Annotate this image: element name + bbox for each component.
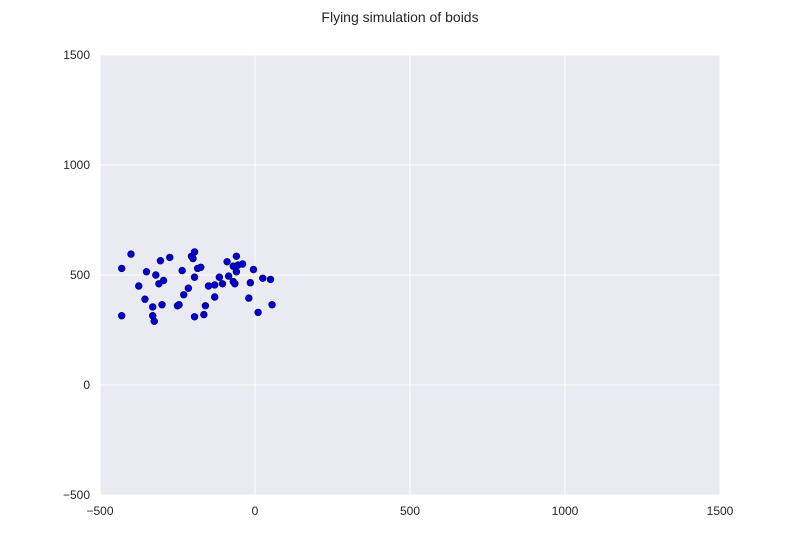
data-point	[150, 317, 158, 325]
data-point	[223, 258, 231, 266]
data-point	[249, 265, 258, 274]
x-tick-label: 500	[400, 504, 420, 518]
data-point	[259, 274, 267, 282]
data-point	[152, 271, 160, 279]
data-point	[201, 302, 210, 310]
x-tick-label: 0	[252, 504, 259, 518]
data-point	[190, 313, 199, 321]
y-axis-ticks: −500 0 500 1000 1500	[63, 48, 90, 502]
data-point	[232, 268, 241, 276]
data-points	[117, 248, 276, 325]
x-tick-label: 1500	[707, 504, 734, 518]
x-tick-label: 1000	[552, 504, 579, 518]
y-tick-label: −500	[63, 488, 90, 502]
data-point	[149, 303, 157, 311]
data-point	[238, 260, 247, 268]
data-point	[180, 291, 188, 299]
data-point	[224, 272, 233, 280]
data-point	[117, 264, 126, 273]
data-point	[211, 281, 219, 289]
chart-title: Flying simulation of boids	[321, 9, 479, 25]
data-point	[166, 253, 174, 262]
data-point	[232, 252, 241, 260]
data-point	[268, 301, 276, 309]
data-point	[127, 250, 135, 258]
data-point	[211, 293, 219, 301]
data-point	[142, 268, 151, 276]
data-point	[117, 312, 126, 320]
data-point	[254, 308, 262, 317]
x-tick-label: −500	[86, 504, 113, 518]
data-point	[158, 301, 166, 309]
data-point	[245, 294, 253, 302]
data-point	[178, 266, 186, 275]
data-point	[156, 257, 165, 265]
data-point	[184, 284, 193, 292]
data-point	[197, 263, 205, 271]
data-point	[246, 279, 255, 287]
data-point	[215, 273, 224, 281]
data-point	[189, 254, 197, 263]
x-axis-ticks: −500 0 500 1000 1500	[86, 504, 733, 518]
y-tick-label: 1000	[63, 158, 90, 172]
data-point	[190, 248, 199, 256]
data-point	[159, 276, 168, 285]
y-tick-label: 0	[83, 378, 90, 392]
data-point	[135, 282, 143, 290]
data-point	[218, 280, 227, 288]
y-tick-label: 1500	[63, 48, 90, 62]
y-tick-label: 500	[70, 268, 90, 282]
data-point	[190, 273, 199, 281]
grid-lines	[99, 54, 721, 496]
data-point	[266, 275, 275, 284]
data-point	[175, 301, 183, 309]
data-point	[204, 282, 213, 290]
data-point	[141, 295, 149, 303]
data-point	[200, 310, 208, 319]
data-point	[231, 280, 239, 288]
